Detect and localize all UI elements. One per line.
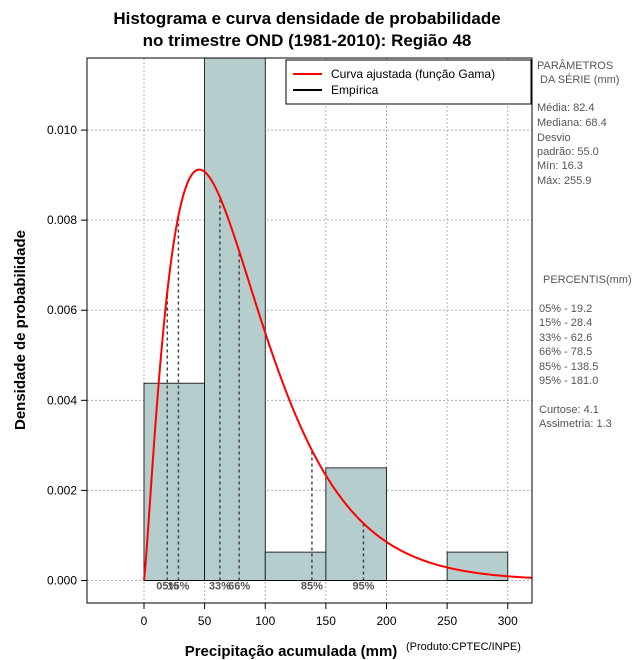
legend-label-curve: Curva ajustada (função Gama) <box>331 67 495 81</box>
x-tick-label: 100 <box>255 614 275 628</box>
plot-frame <box>86 57 533 604</box>
x-axis: 0 50 100 150 200 250 300 <box>141 603 518 628</box>
percentil-line: 15% - 28.4 <box>539 317 592 329</box>
gamma-curve-group <box>142 168 532 581</box>
x-axis-title: Precipitação acumulada (mm) <box>185 643 398 660</box>
x-tick-label: 300 <box>498 614 518 628</box>
percentis-header: PERCENTIS(mm) <box>543 274 632 286</box>
y-axis: 0.000 0.002 0.004 0.006 0.008 0.010 <box>47 123 87 587</box>
param-line: Mín: 16.3 <box>537 160 583 172</box>
param-line: Desvio <box>537 132 571 144</box>
x-tick-label: 50 <box>198 614 212 628</box>
param-line: Média: 82.4 <box>537 102 594 114</box>
y-tick-label: 0.000 <box>47 573 77 587</box>
chart-title-line1: Histograma e curva densidade de probabil… <box>113 9 500 28</box>
params-header-1: PARÂMETROS <box>537 59 613 72</box>
percentis-panel: PERCENTIS(mm) 05% - 19.2 15% - 28.4 33% … <box>539 274 632 430</box>
x-tick-label: 250 <box>437 614 457 628</box>
moment-line: Assimetria: 1.3 <box>539 418 612 430</box>
y-tick-label: 0.008 <box>47 213 77 227</box>
histogram-bar <box>264 551 327 581</box>
x-tick-label: 150 <box>316 614 336 628</box>
percentil-line: 95% - 181.0 <box>539 375 598 387</box>
histogram-bars <box>143 58 509 581</box>
param-line: Máx: 255.9 <box>537 175 591 187</box>
histogram-bar <box>143 382 206 581</box>
percentile-label: 33% <box>209 580 231 592</box>
y-tick-label: 0.004 <box>47 393 77 407</box>
moment-line: Curtose: 4.1 <box>539 404 599 416</box>
percentile-lines <box>166 197 365 581</box>
param-line: Mediana: 68.4 <box>537 117 607 129</box>
histogram-bar <box>204 58 266 581</box>
percentile-label: 85% <box>301 580 323 592</box>
credit-note: (Produto:CPTEC/INPE) <box>406 641 521 653</box>
chart-title-line2: no trimestre OND (1981-2010): Região 48 <box>143 31 472 50</box>
percentil-line: 05% - 19.2 <box>539 303 592 315</box>
params-header-2: DA SÉRIE (mm) <box>540 73 619 86</box>
percentile-label: 66% <box>228 580 250 592</box>
percentil-line: 33% - 62.6 <box>539 332 592 344</box>
legend-label-empirical: Empírica <box>331 83 379 97</box>
percentile-labels: 05%15% 33%66% 85% 95% <box>156 580 374 592</box>
histogram-bar <box>325 467 387 581</box>
y-tick-label: 0.006 <box>47 303 77 317</box>
y-tick-label: 0.002 <box>47 483 77 497</box>
x-tick-label: 200 <box>376 614 396 628</box>
legend-box <box>285 59 532 105</box>
percentil-line: 85% - 138.5 <box>539 361 598 373</box>
percentile-label: 15% <box>167 580 189 592</box>
percentile-label: 05% <box>156 580 178 592</box>
legend: Curva ajustada (função Gama) Empírica <box>285 59 532 105</box>
y-axis-title: Densidade de probabilidade <box>12 230 29 430</box>
y-tick-label: 0.010 <box>47 123 77 137</box>
percentile-label: 95% <box>352 580 374 592</box>
x-tick-label: 0 <box>141 614 148 628</box>
percentil-line: 66% - 78.5 <box>539 346 592 358</box>
series-parameters-panel: PARÂMETROS DA SÉRIE (mm) Média: 82.4 Med… <box>537 59 619 187</box>
param-line: padrão: 55.0 <box>537 146 599 158</box>
gamma-curve-line <box>142 168 532 581</box>
